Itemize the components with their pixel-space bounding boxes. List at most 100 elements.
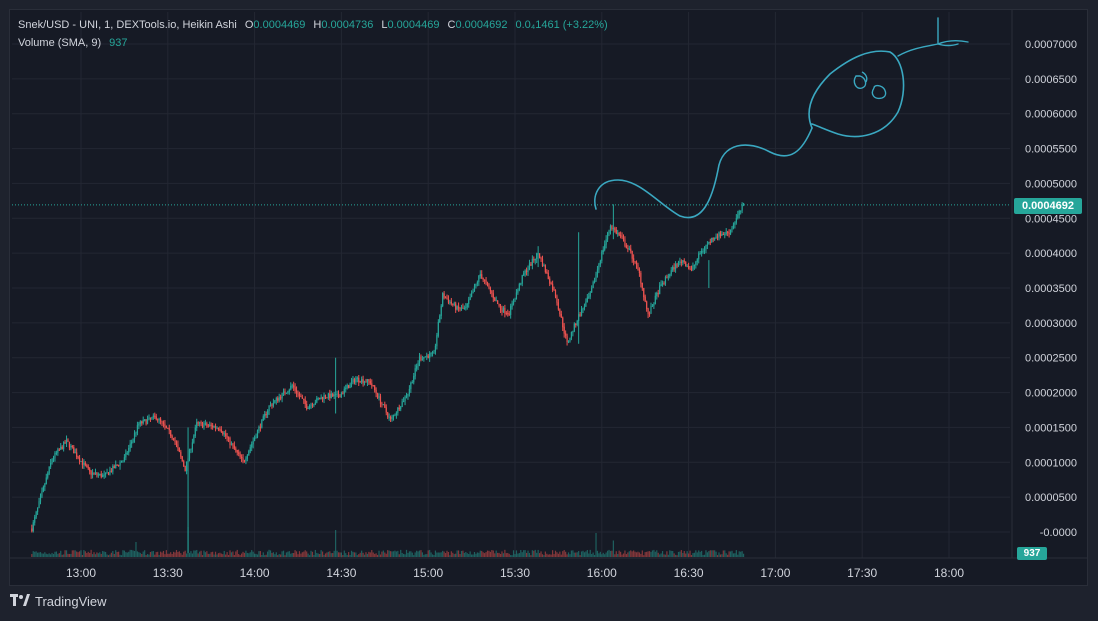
candle-body <box>167 427 169 429</box>
volume-bar <box>601 554 603 557</box>
volume-bar <box>531 550 533 557</box>
candle-body <box>135 432 137 434</box>
candle-body <box>264 413 266 417</box>
freehand-drawing[interactable] <box>594 17 969 219</box>
volume-bar <box>633 550 635 557</box>
volume-bar <box>104 551 107 557</box>
candle-body <box>44 484 46 488</box>
volume-bar <box>446 550 448 557</box>
candle-body <box>99 473 101 475</box>
price-axis[interactable]: 0.0007000 0.0006500 0.0006000 0.0005500 0.00… <box>1025 39 1077 539</box>
candle-body <box>129 443 131 449</box>
candle-body <box>80 460 82 462</box>
volume-bar <box>672 551 674 557</box>
time-axis[interactable]: 13:00 13:30 14:00 14:30 15:00 15:30 16:00 16:30… <box>66 566 964 580</box>
volume-bar <box>523 550 525 557</box>
volume-bar <box>436 552 438 557</box>
candle-body <box>353 379 356 383</box>
volume-bar <box>229 550 231 557</box>
candle-body <box>667 276 669 278</box>
volume-bar <box>310 550 312 557</box>
candle-body <box>692 265 694 270</box>
volume-bar <box>236 549 238 557</box>
candle-body <box>243 460 246 462</box>
brand-footer[interactable]: TradingView <box>10 594 107 609</box>
symbol-title[interactable]: Snek/USD - UNI, 1, DEXTools.io, Heikin A… <box>18 19 237 31</box>
candle-body <box>392 415 395 417</box>
volume-bar <box>550 554 552 557</box>
volume-bar <box>491 550 493 557</box>
candle-body <box>39 496 42 502</box>
volume-bar <box>641 550 643 557</box>
volume-bar <box>107 555 110 557</box>
volume-bar <box>495 550 497 557</box>
volume-bar <box>478 552 480 557</box>
candle-body <box>51 459 53 464</box>
candle-body <box>277 398 279 401</box>
volume-bar <box>68 553 71 557</box>
volume-bar <box>269 550 272 557</box>
volume-bar <box>559 551 561 557</box>
volume-bar <box>332 553 334 557</box>
candle-body <box>635 261 638 266</box>
volume-bar <box>647 551 649 557</box>
candle-body <box>303 398 305 400</box>
candle-body <box>187 458 189 463</box>
volume-bar <box>233 555 235 557</box>
volume-bar <box>340 552 342 557</box>
volume-bar <box>683 551 685 557</box>
volume-bar <box>624 550 626 557</box>
volume-bar <box>190 551 192 557</box>
candle-body <box>123 457 125 461</box>
candle-body <box>52 457 55 460</box>
volume-bar <box>696 552 698 557</box>
candle-body <box>682 260 684 263</box>
candle-body <box>161 421 163 423</box>
volume-bar <box>514 554 516 557</box>
candle-body <box>363 381 366 383</box>
volume-bar <box>91 554 94 557</box>
candle-body <box>647 308 649 314</box>
volume-bar <box>170 552 172 557</box>
candle-body <box>638 269 641 273</box>
candle-body <box>320 397 322 400</box>
candle-body <box>168 428 170 431</box>
volume-bar <box>599 551 601 557</box>
volume-bar <box>135 542 137 557</box>
volume-bar <box>676 555 678 557</box>
candle-body <box>290 385 292 390</box>
volume-bar <box>61 554 63 557</box>
volume-label[interactable]: Volume (SMA, 9) <box>18 37 102 49</box>
volume-bar <box>580 551 583 557</box>
candle-body <box>524 270 526 274</box>
candle-body <box>706 244 709 246</box>
candle-body <box>38 501 40 508</box>
candle-body <box>261 419 263 428</box>
candle-body <box>473 285 476 292</box>
chart-frame[interactable] <box>9 9 1088 586</box>
volume-bar <box>664 554 667 557</box>
candle-body <box>670 270 672 275</box>
volume-bar <box>44 552 46 557</box>
volume-bar <box>37 552 39 557</box>
low-value: 0.0004469 <box>387 19 440 31</box>
price-tick-label: 0.0003500 <box>1025 283 1077 295</box>
volume-bar <box>70 553 72 557</box>
candle-body <box>643 288 645 298</box>
volume-bar <box>502 553 505 557</box>
volume-bar <box>469 551 471 557</box>
volume-bar <box>216 554 218 557</box>
volume-bar <box>544 551 546 557</box>
candle-body <box>416 365 418 369</box>
candle-body <box>267 410 269 415</box>
volume-bar <box>410 551 412 557</box>
volume-bar <box>223 550 225 557</box>
candle-body <box>653 303 655 306</box>
candle-body <box>76 452 78 457</box>
volume-bar <box>271 552 273 557</box>
volume-bar <box>245 550 247 557</box>
volume-bar <box>183 551 185 557</box>
volume-bar <box>118 551 120 557</box>
candle-body <box>546 271 548 273</box>
